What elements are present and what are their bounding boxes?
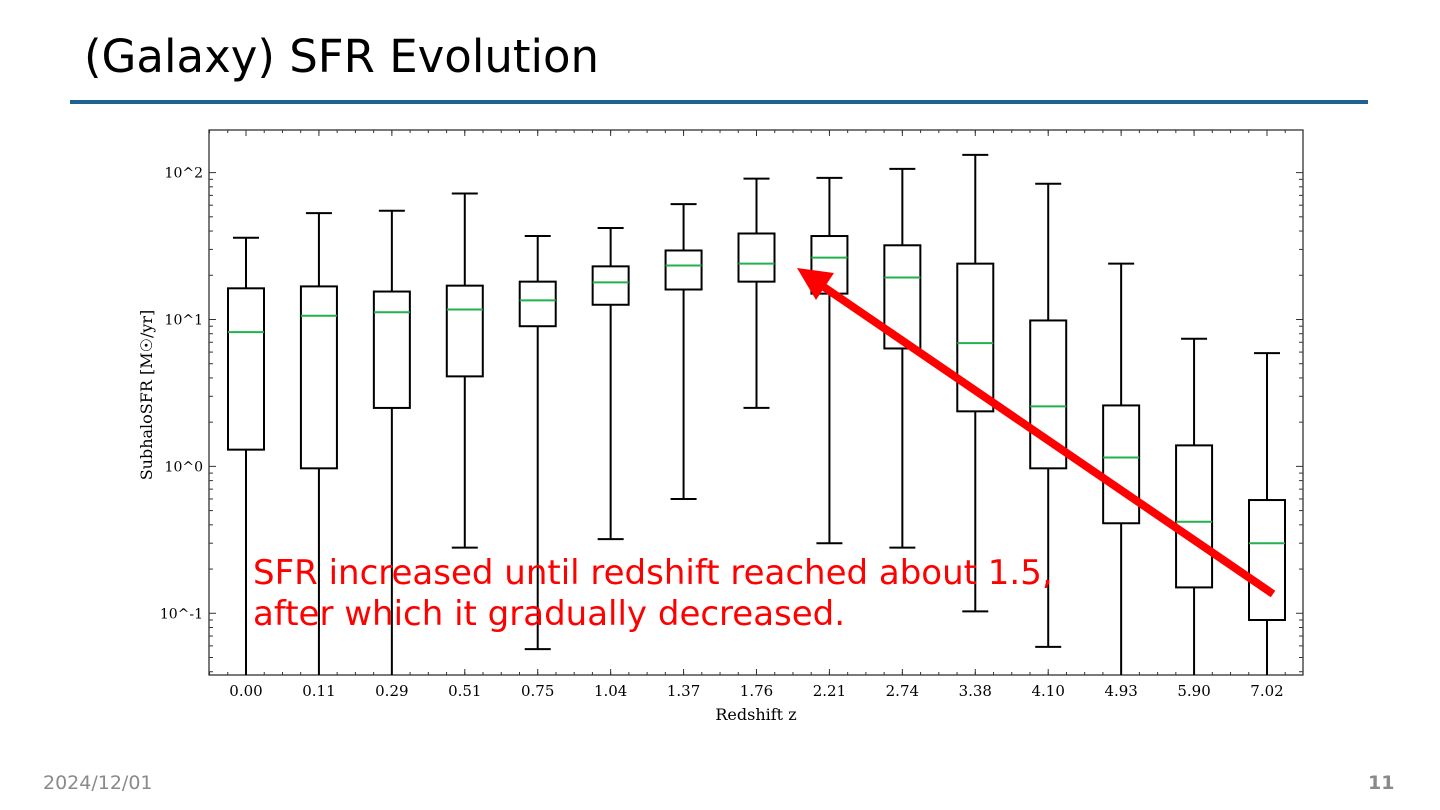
box	[1248, 499, 1286, 621]
y-tick-label: 10^0	[165, 459, 203, 475]
x-tick-label: 0.29	[375, 682, 408, 700]
x-tick-label: 1.37	[667, 682, 700, 700]
x-tick-label: 0.75	[521, 682, 554, 700]
x-tick-label: 0.51	[448, 682, 481, 700]
arrow-head-icon	[797, 268, 834, 300]
box	[1102, 404, 1141, 525]
page-number: 11	[1368, 772, 1395, 794]
x-tick-label: 1.76	[740, 682, 773, 700]
y-axis-label: SubhaloSFR [M☉/yr]	[137, 310, 156, 481]
title-divider	[70, 100, 1368, 104]
y-tick-label: 10^2	[165, 166, 203, 182]
x-tick-label: 1.04	[594, 682, 627, 700]
x-tick-label: 2.74	[886, 682, 919, 700]
slide-title: (Galaxy) SFR Evolution	[84, 30, 600, 83]
x-tick-label: 0.00	[229, 682, 262, 700]
x-axis-label: Redshift z	[715, 705, 796, 724]
box	[372, 290, 411, 409]
slide-date: 2024/12/01	[43, 772, 153, 794]
arrow-shaft	[815, 279, 1276, 598]
annotation: SFR increased until redshift reached abo…	[253, 268, 1276, 634]
y-tick-label: 10^-1	[160, 606, 203, 622]
annotation-line-2: after which it gradually decreased.	[253, 594, 845, 634]
x-tick-label: 7.02	[1250, 682, 1283, 700]
x-tick-label: 3.38	[959, 682, 992, 700]
box	[737, 232, 776, 283]
box	[299, 285, 338, 470]
box	[1175, 444, 1214, 589]
box	[883, 244, 922, 350]
y-tick-label: 10^1	[165, 312, 203, 328]
x-tick-label: 5.90	[1177, 682, 1210, 700]
annotation-line-1: SFR increased until redshift reached abo…	[253, 553, 1053, 593]
x-tick-label: 0.11	[302, 682, 335, 700]
box	[227, 287, 265, 451]
box	[1029, 319, 1068, 470]
box	[445, 284, 484, 378]
x-tick-label: 4.93	[1104, 682, 1137, 700]
box	[664, 249, 703, 291]
box	[591, 265, 630, 306]
x-tick-label: 4.10	[1032, 682, 1065, 700]
box	[518, 280, 557, 328]
x-tick-label: 2.21	[813, 682, 846, 700]
box	[956, 262, 995, 413]
